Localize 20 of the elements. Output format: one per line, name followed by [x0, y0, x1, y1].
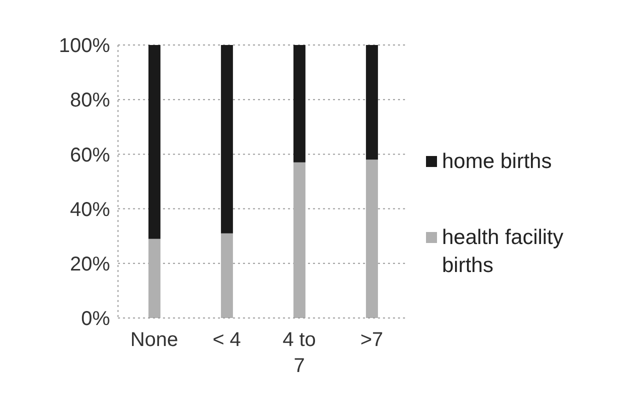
y-tick-label: 20% [70, 254, 110, 276]
x-tick-label: 4 to 7 [282, 329, 316, 377]
y-tick-label: 60% [70, 144, 110, 166]
bar [293, 162, 306, 318]
bar [220, 45, 233, 234]
x-tick-label: < 4 [212, 329, 241, 351]
bar [148, 238, 160, 318]
x-tick-label: None [130, 329, 178, 351]
legend-label: health facility births [442, 225, 564, 279]
x-tick-label: >7 [360, 329, 384, 351]
bar [293, 45, 306, 162]
y-tick-label: 40% [70, 198, 110, 221]
bar [148, 45, 160, 239]
y-tick-label: 80% [70, 90, 110, 112]
bar [366, 45, 378, 160]
bar [220, 233, 233, 318]
y-tick-label: 100% [58, 35, 110, 58]
y-tick-label: 0% [81, 308, 110, 330]
bar [366, 160, 378, 318]
legend-label: home births [442, 149, 553, 175]
